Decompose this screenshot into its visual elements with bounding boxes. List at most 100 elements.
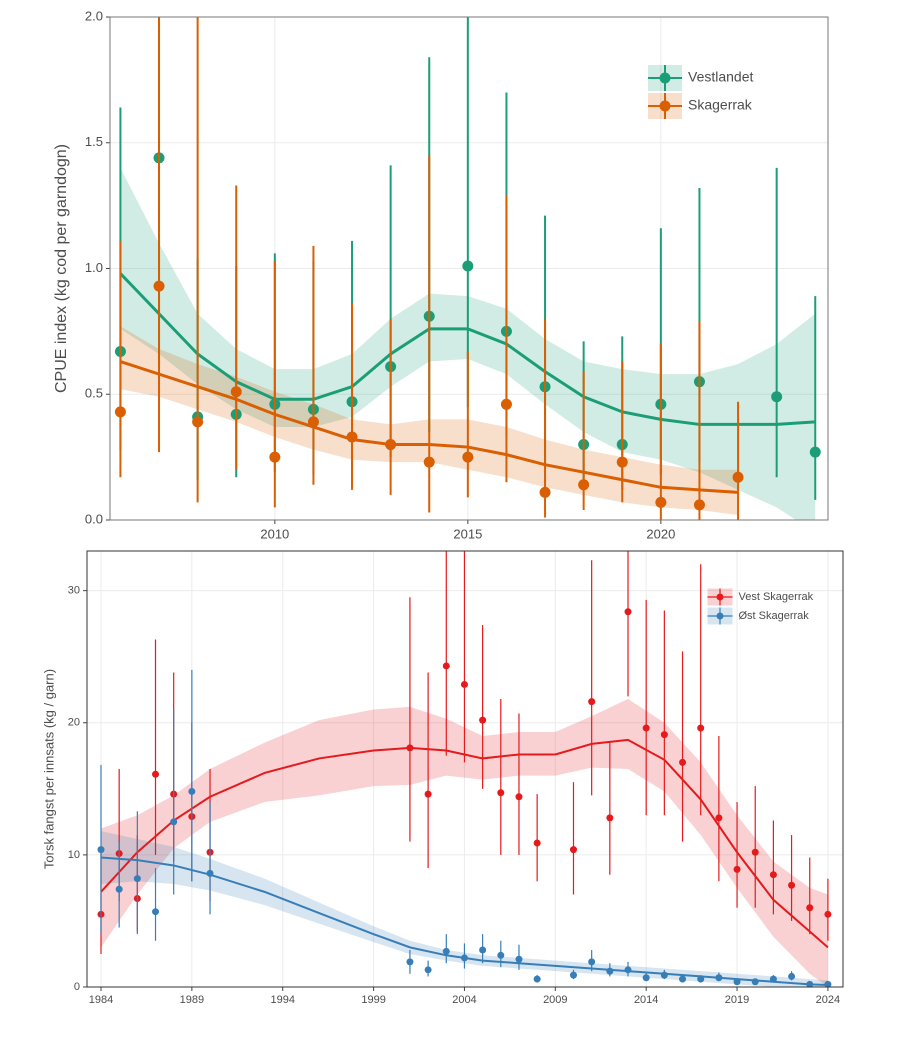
point xyxy=(606,814,614,822)
point xyxy=(624,966,632,974)
x-tick-label: 2004 xyxy=(452,994,476,1006)
point xyxy=(788,972,796,980)
point xyxy=(569,971,577,979)
point xyxy=(460,954,468,962)
x-tick-label: 2010 xyxy=(260,526,289,541)
legend-label: Vestlandet xyxy=(688,69,753,85)
point xyxy=(479,716,487,724)
y-tick-label: 0.5 xyxy=(85,386,103,401)
point xyxy=(697,724,705,732)
point xyxy=(115,885,123,893)
legend-key xyxy=(659,100,671,112)
point xyxy=(771,391,783,403)
point xyxy=(693,499,705,511)
point xyxy=(497,789,505,797)
point xyxy=(230,386,242,398)
point xyxy=(188,787,196,795)
point xyxy=(424,966,432,974)
point xyxy=(406,744,414,752)
x-tick-label: 2020 xyxy=(646,526,675,541)
legend-label: Vest Skagerrak xyxy=(739,591,814,603)
point xyxy=(715,814,723,822)
x-tick-label: 1989 xyxy=(180,994,204,1006)
point xyxy=(500,398,512,410)
y-tick-label: 0.0 xyxy=(85,511,103,526)
point xyxy=(152,770,160,778)
point xyxy=(114,406,126,418)
x-tick-label: 1984 xyxy=(89,994,113,1006)
panel: 0.0 0.5 1.0 1.5 2.0 2010 2015 2020 CPUE index (k… xyxy=(53,8,829,541)
point xyxy=(462,451,474,463)
smooth-line xyxy=(100,738,829,949)
y-tick-label: 1.0 xyxy=(85,260,103,275)
panel: 0 10 20 30 1984 1989 1994 1999 2004 2009 2014 2019 2… xyxy=(41,550,844,1006)
point xyxy=(679,975,687,983)
legend-label: Øst Skagerrak xyxy=(739,610,810,622)
point xyxy=(460,680,468,688)
point xyxy=(824,980,832,987)
plot-area xyxy=(97,551,832,987)
point xyxy=(660,731,668,739)
legend-key xyxy=(716,612,724,620)
y-tick-label: 10 xyxy=(68,849,80,861)
point xyxy=(588,698,596,706)
point xyxy=(578,479,590,491)
panel-border xyxy=(109,16,829,521)
legend-label: Skagerrak xyxy=(688,97,753,113)
point xyxy=(660,971,668,979)
point xyxy=(806,904,814,912)
point xyxy=(133,875,141,883)
point xyxy=(697,975,705,983)
point xyxy=(588,958,596,966)
point xyxy=(732,471,744,483)
point xyxy=(442,662,450,670)
x-tick-label: 1994 xyxy=(270,994,294,1006)
point xyxy=(824,910,832,918)
point xyxy=(751,848,759,856)
point xyxy=(733,978,741,986)
point xyxy=(406,958,414,966)
point xyxy=(788,881,796,889)
point xyxy=(515,793,523,801)
y-tick-label: 20 xyxy=(68,717,80,729)
point xyxy=(539,486,551,498)
point xyxy=(769,975,777,983)
point xyxy=(679,758,687,766)
point xyxy=(733,865,741,873)
plot-area xyxy=(114,17,821,520)
point xyxy=(170,818,178,826)
point xyxy=(569,846,577,854)
point xyxy=(533,975,541,983)
point xyxy=(642,724,650,732)
point xyxy=(269,451,281,463)
point xyxy=(97,846,105,854)
point xyxy=(715,974,723,982)
point xyxy=(192,416,204,428)
y-axis-label: CPUE index (kg cod per garndogn) xyxy=(53,144,70,393)
smooth-line xyxy=(100,856,828,987)
legend-key xyxy=(716,593,724,601)
y-tick-label: 2.0 xyxy=(85,8,103,23)
point xyxy=(769,871,777,879)
point xyxy=(606,967,614,975)
y-tick-label: 1.5 xyxy=(85,134,103,149)
x-tick-label: 2019 xyxy=(725,994,749,1006)
x-tick-label: 2014 xyxy=(634,994,658,1006)
y-tick-label: 0 xyxy=(74,981,80,993)
x-tick-label: 1999 xyxy=(361,994,385,1006)
legend-key xyxy=(659,72,671,84)
point xyxy=(655,496,667,508)
x-tick-label: 2015 xyxy=(453,526,482,541)
point xyxy=(152,908,160,916)
point xyxy=(479,946,487,954)
y-tick-label: 30 xyxy=(68,585,80,597)
point xyxy=(307,416,319,428)
point xyxy=(153,280,165,292)
x-tick-label: 2009 xyxy=(543,994,567,1006)
point xyxy=(624,608,632,616)
point xyxy=(515,955,523,963)
point xyxy=(423,456,435,468)
point xyxy=(385,439,397,451)
point xyxy=(616,456,628,468)
